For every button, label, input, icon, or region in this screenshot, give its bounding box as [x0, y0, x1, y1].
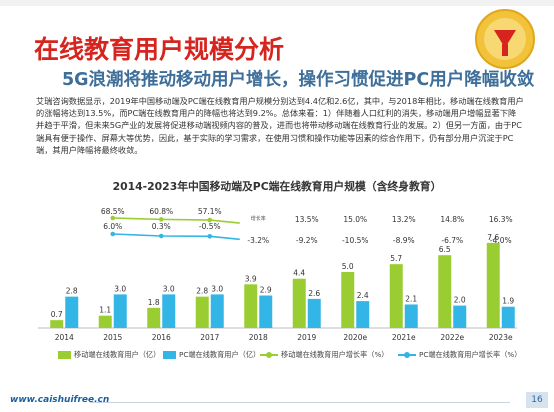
bar-pc-2020e [356, 301, 370, 328]
legend-label-mobile-users: 移动端在线教育用户（亿） [74, 350, 161, 359]
data-label-mobile-2018: 3.9 [245, 274, 257, 283]
tick-label-2022e: 2022e [440, 333, 464, 342]
data-label-pc-2023e: 1.9 [502, 297, 514, 306]
growth-label-mobile-2016: 60.8% [149, 207, 173, 216]
legend-item-pc-growth: PC端在线教育用户增长率（%） [398, 350, 521, 360]
growth-label-mobile-2017: 57.1% [198, 207, 222, 216]
footer-url[interactable]: www.caishuifree.cn [10, 395, 110, 405]
legend-item-mobile-growth: 移动端在线教育用户增长率（%） [260, 350, 388, 360]
bar-pc-2023e [501, 306, 515, 328]
data-label-pc-2016: 3.0 [163, 284, 175, 293]
data-label-mobile-2016: 1.8 [148, 298, 160, 307]
bar-mobile-2017 [195, 296, 209, 328]
data-label-pc-2017: 3.0 [211, 284, 223, 293]
line-mobile-growth [112, 217, 240, 224]
bar-pc-2015 [113, 294, 127, 328]
legend-swatch-pc-icon [163, 351, 176, 359]
legend-label-pc-growth: PC端在线教育用户增长率（%） [419, 350, 522, 359]
bar-mobile-2020e [341, 272, 355, 328]
data-label-pc-2021e: 2.1 [405, 294, 417, 303]
growth-label-pc-2017: -0.5% [199, 222, 221, 231]
point-mobile-growth-2017 [207, 217, 213, 223]
data-label-mobile-2020e: 5.0 [342, 262, 354, 271]
growth-label-pc-2021e: -8.9% [393, 236, 415, 245]
bar-mobile-2015 [98, 315, 112, 328]
growth-stray-label: 增长率 [251, 215, 266, 222]
top-bar [0, 0, 554, 6]
point-pc-growth-2017 [207, 233, 213, 239]
page-number: 16 [526, 392, 548, 408]
tick-label-2023e: 2023e [489, 333, 513, 342]
bar-mobile-2022e [438, 255, 452, 328]
data-label-pc-2018: 2.9 [260, 286, 272, 295]
legend-label-mobile-growth: 移动端在线教育用户增长率（%） [281, 350, 389, 359]
growth-label-mobile-2023e: 16.3% [489, 215, 513, 224]
bar-mobile-2021e [389, 264, 403, 328]
bar-pc-2022e [453, 305, 467, 328]
bar-mobile-2018 [244, 284, 258, 328]
data-label-pc-2015: 3.0 [114, 284, 126, 293]
logo-emblem-icon [475, 9, 535, 69]
tick-label-2014: 2014 [55, 333, 74, 342]
data-label-mobile-2014: 0.7 [51, 310, 63, 319]
data-label-mobile-2017: 2.8 [196, 287, 208, 296]
legend-swatch-mobile-icon [58, 351, 71, 359]
bar-pc-2016 [162, 294, 176, 328]
data-label-mobile-2019: 4.4 [293, 269, 305, 278]
data-label-pc-2020e: 2.4 [357, 291, 369, 300]
growth-label-pc-2015: 6.0% [103, 222, 122, 231]
growth-label-mobile-2021e: 13.2% [392, 215, 416, 224]
growth-label-pc-2022e: -6.7% [441, 236, 463, 245]
page-title: 在线教育用户规模分析 [34, 35, 285, 64]
data-label-mobile-2021e: 5.7 [390, 254, 402, 263]
bar-pc-2018 [259, 295, 273, 328]
legend-item-pc-users: PC端在线教育用户（亿） [163, 350, 260, 360]
line-pc-growth [112, 233, 240, 241]
chart-title: 2014-2023年中国移动端及PC端在线教育用户规模（含终身教育） [112, 180, 442, 193]
tick-label-2021e: 2021e [392, 333, 416, 342]
data-label-pc-2019: 2.6 [308, 289, 320, 298]
growth-label-pc-2016: 0.3% [152, 222, 171, 231]
growth-label-mobile-2020e: 15.0% [343, 215, 367, 224]
legend-label-pc-users: PC端在线教育用户（亿） [179, 350, 261, 359]
growth-label-mobile-2015: 68.5% [101, 207, 125, 216]
growth-label-pc-2019: -9.2% [296, 236, 318, 245]
bar-mobile-2016 [147, 307, 161, 328]
growth-label-pc-2023e: -4.0% [490, 236, 512, 245]
summary-paragraph: 艾瑞咨询数据显示，2019年中国移动端及PC端在线教育用户规模分别达到4.4亿和… [36, 96, 524, 155]
tick-label-2015: 2015 [103, 333, 122, 342]
bar-mobile-2023e [486, 242, 500, 328]
legend-line-mobile-icon [260, 352, 278, 358]
legend-item-mobile-users: 移动端在线教育用户（亿） [58, 350, 160, 360]
point-mobile-growth-2016 [158, 217, 164, 222]
bar-mobile-2019 [292, 278, 306, 328]
page-subtitle: 5G浪潮将推动移动用户增长，操作习惯促进PC用户降幅收敛 [62, 70, 535, 90]
bar-pc-2021e [404, 304, 418, 328]
footer-divider [90, 402, 510, 403]
point-pc-growth-2015 [110, 231, 116, 237]
point-pc-growth-2016 [158, 233, 164, 239]
bar-mobile-2014 [50, 320, 64, 328]
growth-label-pc-2020e: -10.5% [342, 236, 369, 245]
data-label-mobile-2022e: 6.5 [439, 245, 451, 254]
bar-pc-2017 [210, 294, 224, 328]
point-mobile-growth-2015 [110, 215, 116, 221]
tick-label-2017: 2017 [200, 333, 219, 342]
data-label-pc-2014: 2.8 [66, 287, 78, 296]
growth-label-mobile-2022e: 14.8% [440, 215, 464, 224]
bar-pc-2014 [65, 296, 79, 328]
bar-pc-2019 [307, 298, 321, 328]
tick-label-2018: 2018 [249, 333, 268, 342]
data-label-mobile-2023e: 7.6 [487, 233, 499, 242]
tick-label-2020e: 2020e [343, 333, 367, 342]
data-label-mobile-2015: 1.1 [99, 306, 111, 315]
chart-legend: 移动端在线教育用户（亿） PC端在线教育用户（亿） 移动端在线教育用户增长率（%… [58, 350, 528, 364]
growth-label-mobile-2019: 13.5% [295, 215, 319, 224]
tick-label-2019: 2019 [297, 333, 316, 342]
legend-line-pc-icon [398, 352, 416, 358]
tick-label-2016: 2016 [152, 333, 171, 342]
data-label-pc-2022e: 2.0 [454, 296, 466, 305]
growth-label-pc-2018: -3.2% [247, 236, 269, 245]
